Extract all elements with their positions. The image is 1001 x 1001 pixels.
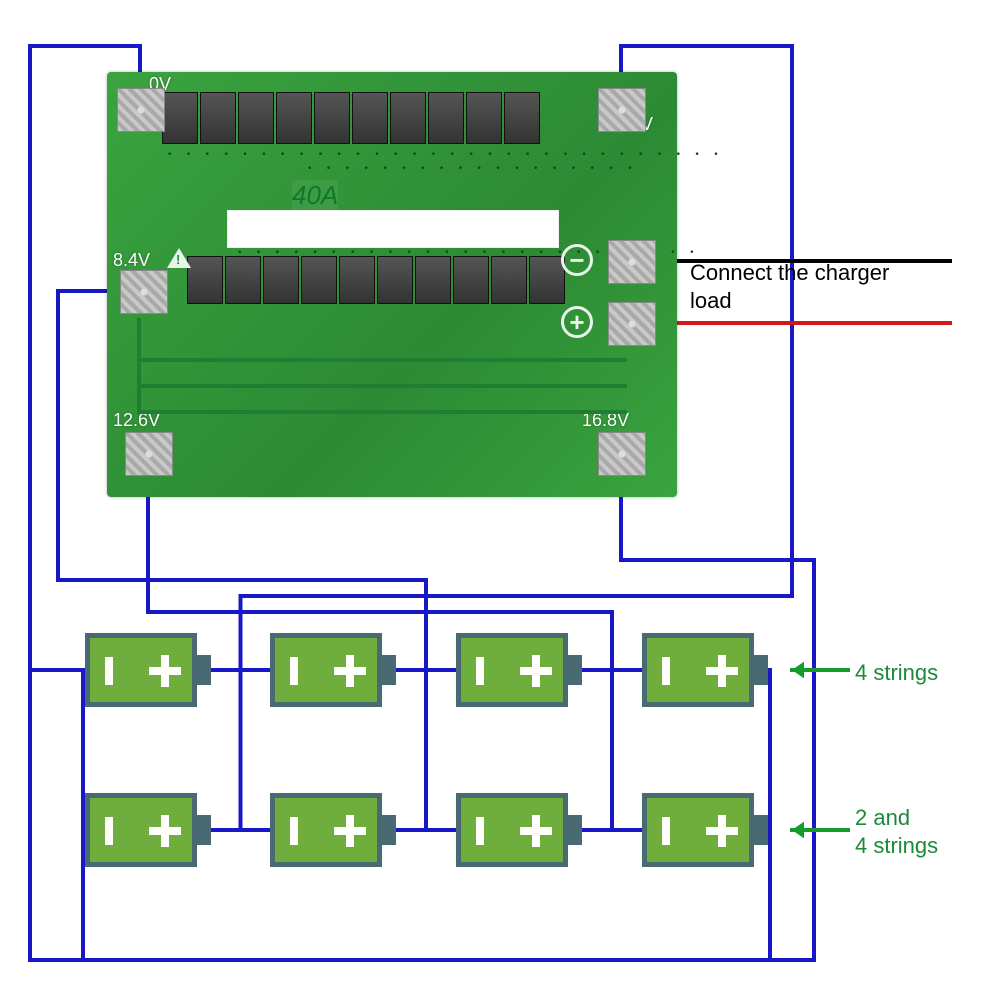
battery-r2-c4: [642, 793, 768, 871]
ann-charger-1: Connect the charger: [690, 260, 889, 286]
mosfet-row-bottom: [187, 256, 565, 304]
battery-r1-c1: [85, 633, 211, 711]
pad-12v6: [125, 432, 173, 476]
battery-r1-c4: [642, 633, 768, 711]
label-40a: 40A: [292, 180, 338, 211]
pad-4v2: [598, 88, 646, 132]
mosfet-row-top: [162, 92, 540, 144]
pad-pos: [608, 302, 656, 346]
battery-r1-c2: [270, 633, 396, 711]
via-row-2: • • • • • • • • • • • • • • • • • •: [307, 164, 637, 174]
ann-row1: 4 strings: [855, 660, 938, 686]
trace-h2: [137, 384, 627, 388]
via-row-1: • • • • • • • • • • • • • • • • • • • • …: [167, 150, 723, 160]
pad-8v4: [120, 270, 168, 314]
pad-16v8: [598, 432, 646, 476]
trace-v1: [137, 318, 141, 414]
minus-symbol: −: [561, 244, 593, 276]
ann-row2-1: 2 and: [855, 805, 910, 831]
pad-neg: [608, 240, 656, 284]
pcb-board: • • • • • • • • • • • • • • • • • • • • …: [107, 72, 677, 497]
battery-r2-c2: [270, 793, 396, 871]
trace-h1: [137, 358, 627, 362]
pad-0v: [117, 88, 165, 132]
battery-r2-c3: [456, 793, 582, 871]
white-label-rect: [227, 210, 559, 248]
ann-charger-2: load: [690, 288, 732, 314]
battery-r2-c1: [85, 793, 211, 871]
silk-8v4: 8.4V: [113, 250, 150, 271]
battery-r1-c3: [456, 633, 582, 711]
warning-icon: [167, 248, 191, 268]
plus-symbol: +: [561, 306, 593, 338]
trace-h3: [137, 410, 627, 414]
ann-row2-2: 4 strings: [855, 833, 938, 859]
